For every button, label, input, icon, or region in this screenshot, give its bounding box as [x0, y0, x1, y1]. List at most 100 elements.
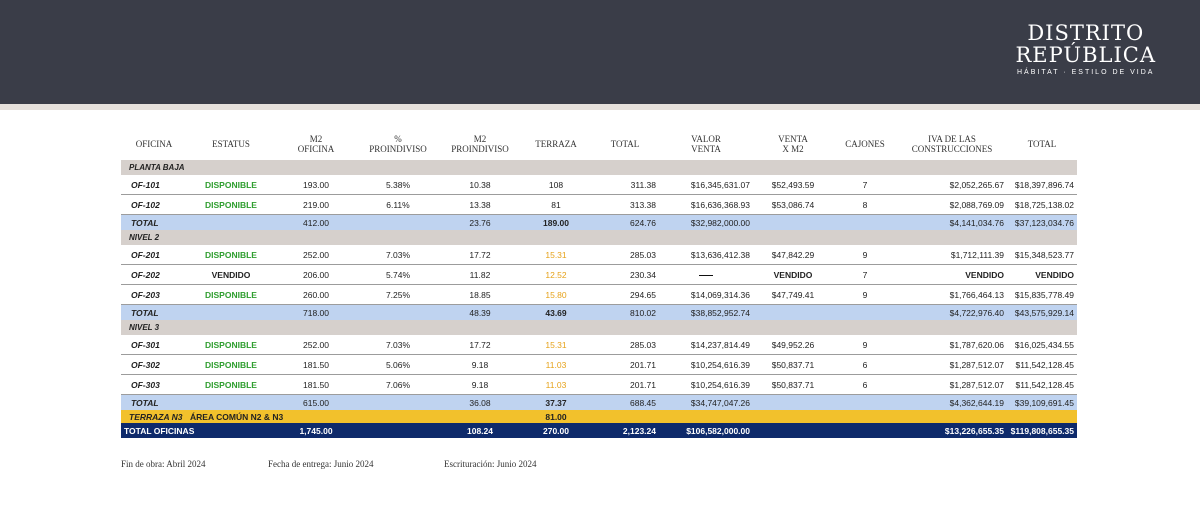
- cajones-cell: 7: [833, 264, 897, 285]
- m2-oficina-cell: 412.00: [275, 214, 357, 230]
- header-divider: [0, 104, 1200, 110]
- subtotal-label: TOTAL: [121, 394, 187, 410]
- column-header: % PROINDIVISO: [369, 134, 427, 154]
- valor-venta-cell: $32,982,000.00: [659, 214, 753, 230]
- valor-venta-cell: $10,254,616.39: [659, 354, 753, 375]
- office-id: OF-203: [121, 284, 187, 305]
- cajones-cell: 6: [833, 354, 897, 375]
- terraza-cell: 43.69: [521, 304, 591, 320]
- cajones-cell: 7: [833, 175, 897, 195]
- m2-proindiviso-cell: 13.38: [439, 194, 521, 215]
- grand-total-label: TOTAL OFICINAS: [121, 423, 275, 438]
- status-cell: DISPONIBLE: [187, 175, 275, 195]
- m2-oficina-cell: 193.00: [275, 175, 357, 195]
- iva-cell: $13,226,655.35: [897, 423, 1007, 438]
- m2-proindiviso-cell: 17.72: [439, 335, 521, 355]
- column-header: VALOR VENTA: [691, 134, 721, 154]
- table-row: OF-201 DISPONIBLE 252.00 7.03% 17.72 15.31 285…: [121, 245, 1077, 265]
- terraza-cell: 37.37: [521, 394, 591, 410]
- terraza-cell: 15.31: [521, 245, 591, 265]
- m2-oficina-cell: 1,745.00: [275, 423, 357, 438]
- column-header: IVA DE LAS CONSTRUCCIONES: [911, 134, 993, 154]
- venta-x-m2-cell: $47,749.41: [753, 284, 833, 305]
- cajones-cell: 9: [833, 335, 897, 355]
- total-m2-cell: 201.71: [591, 374, 659, 395]
- pct-proindiviso-cell: 7.06%: [357, 374, 439, 395]
- valor-venta-cell: $106,582,000.00: [659, 423, 753, 438]
- table-row: OF-203 DISPONIBLE 260.00 7.25% 18.85 15.80 294…: [121, 284, 1077, 305]
- venta-x-m2-cell: VENDIDO: [753, 264, 833, 285]
- price-table: OFICINA ESTATUS M2 OFICINA % PROINDIVISO M2 PRO…: [121, 128, 1077, 438]
- section-header-row: NIVEL 2: [121, 230, 1077, 245]
- column-header: ESTATUS: [212, 139, 250, 149]
- pct-proindiviso-cell: 5.06%: [357, 354, 439, 375]
- total-m2-cell: 313.38: [591, 194, 659, 215]
- cajones-cell: 6: [833, 374, 897, 395]
- m2-proindiviso-cell: 108.24: [439, 423, 521, 438]
- total-cell: $11,542,128.45: [1007, 354, 1077, 375]
- total-m2-cell: 285.03: [591, 245, 659, 265]
- m2-proindiviso-cell: 9.18: [439, 354, 521, 375]
- table-row: OF-101 DISPONIBLE 193.00 5.38% 10.38 108 311.3…: [121, 175, 1077, 195]
- terraza-cell: 189.00: [521, 214, 591, 230]
- empty-cell: [187, 214, 275, 230]
- m2-oficina-cell: 206.00: [275, 264, 357, 285]
- terraza-cell: 11.03: [521, 374, 591, 395]
- venta-x-m2-cell: $47,842.29: [753, 245, 833, 265]
- iva-cell: $1,787,620.06: [897, 335, 1007, 355]
- total-cell: $16,025,434.55: [1007, 335, 1077, 355]
- column-header: M2 OFICINA: [297, 134, 335, 154]
- empty-cell: [187, 394, 275, 410]
- section-title: NIVEL 3: [121, 320, 1077, 335]
- table-body: PLANTA BAJA OF-101 DISPONIBLE 193.00 5.38% 10…: [121, 160, 1077, 438]
- empty-cell: [833, 214, 897, 230]
- terraza-label: TERRAZA N3: [121, 410, 187, 423]
- empty-cell: [753, 423, 833, 438]
- m2-oficina-cell: 718.00: [275, 304, 357, 320]
- office-id: OF-202: [121, 264, 187, 285]
- venta-x-m2-cell: $50,837.71: [753, 374, 833, 395]
- status-cell: DISPONIBLE: [187, 245, 275, 265]
- empty-cell: [591, 410, 1077, 423]
- total-m2-cell: 294.65: [591, 284, 659, 305]
- total-cell: $37,123,034.76: [1007, 214, 1077, 230]
- pct-proindiviso-cell: 5.38%: [357, 175, 439, 195]
- venta-x-m2-cell: $53,086.74: [753, 194, 833, 215]
- section-header-row: NIVEL 3: [121, 320, 1077, 335]
- total-m2-cell: 311.38: [591, 175, 659, 195]
- total-cell: $11,542,128.45: [1007, 374, 1077, 395]
- office-id: OF-101: [121, 175, 187, 195]
- iva-cell: $2,088,769.09: [897, 194, 1007, 215]
- m2-proindiviso-cell: 23.76: [439, 214, 521, 230]
- m2-proindiviso-cell: 17.72: [439, 245, 521, 265]
- iva-cell: $2,052,265.67: [897, 175, 1007, 195]
- footer-escrituracion: Escrituración: Junio 2024: [444, 459, 537, 469]
- empty-cell: [357, 394, 439, 410]
- valor-venta-cell: $10,254,616.39: [659, 374, 753, 395]
- valor-venta-cell: $13,636,412.38: [659, 245, 753, 265]
- cajones-cell: 8: [833, 194, 897, 215]
- column-header: TOTAL: [610, 139, 640, 149]
- total-cell: $18,397,896.74: [1007, 175, 1077, 195]
- column-header: CAJONES: [845, 139, 885, 149]
- status-cell: VENDIDO: [187, 264, 275, 285]
- m2-oficina-cell: 219.00: [275, 194, 357, 215]
- cajones-cell: 9: [833, 284, 897, 305]
- venta-x-m2-cell: $52,493.59: [753, 175, 833, 195]
- terraza-cell: 12.52: [521, 264, 591, 285]
- valor-venta-cell: [659, 264, 753, 285]
- column-header: VENTA X M2: [778, 134, 808, 154]
- cajones-cell: 9: [833, 245, 897, 265]
- terraza-cell: 11.03: [521, 354, 591, 375]
- office-id: OF-201: [121, 245, 187, 265]
- iva-cell: $1,287,512.07: [897, 354, 1007, 375]
- table-row: OF-102 DISPONIBLE 219.00 6.11% 13.38 81 313.38…: [121, 194, 1077, 215]
- table-row: OF-302 DISPONIBLE 181.50 5.06% 9.18 11.03 201.…: [121, 354, 1077, 375]
- iva-cell: $4,722,976.40: [897, 304, 1007, 320]
- empty-cell: [187, 304, 275, 320]
- logo-line-1: DISTRITO: [1027, 21, 1145, 45]
- m2-oficina-cell: 181.50: [275, 354, 357, 375]
- m2-oficina-cell: 252.00: [275, 245, 357, 265]
- valor-venta-cell: $16,636,368.93: [659, 194, 753, 215]
- table-row: OF-301 DISPONIBLE 252.00 7.03% 17.72 15.31 285…: [121, 335, 1077, 355]
